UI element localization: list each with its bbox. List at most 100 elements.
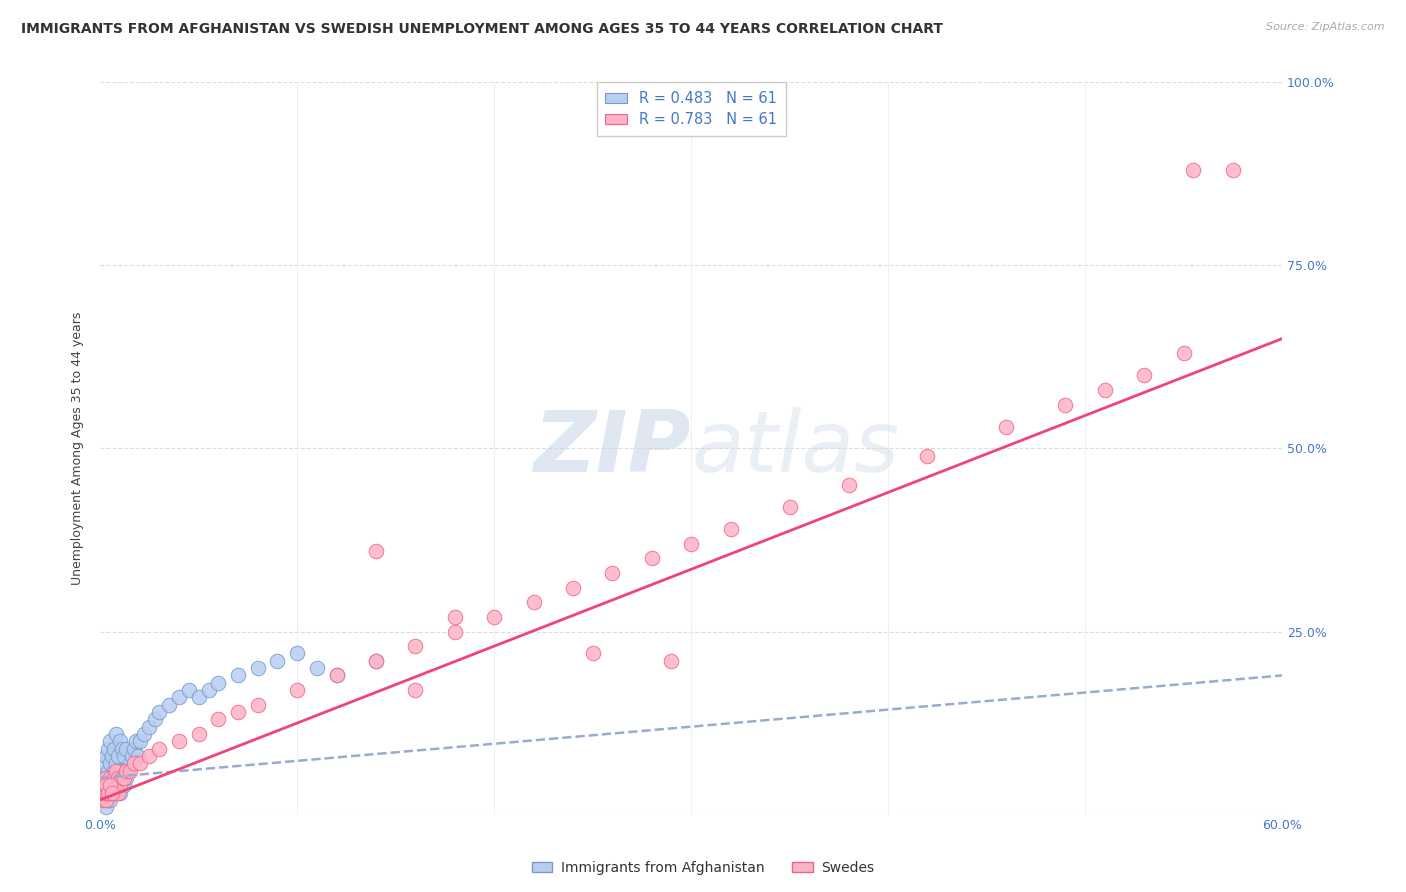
Point (305, 661, 328, 675)
Point (101, 749, 124, 764)
Point (97, 778, 120, 792)
Point (207, 712, 229, 726)
Point (148, 705, 170, 719)
Text: ZIP: ZIP (533, 407, 692, 490)
Point (98, 778, 121, 792)
Legend: Immigrants from Afghanistan, Swedes: Immigrants from Afghanistan, Swedes (526, 855, 880, 880)
Point (443, 610, 465, 624)
Point (226, 705, 249, 719)
Point (138, 720, 160, 734)
Point (97, 786, 120, 800)
Point (121, 749, 143, 764)
Point (602, 566, 624, 580)
Point (117, 764, 139, 778)
Point (103, 786, 125, 800)
Point (145, 712, 167, 726)
Point (94, 749, 117, 764)
Point (561, 581, 583, 595)
Point (118, 764, 141, 778)
Point (325, 668, 347, 682)
Point (128, 756, 150, 771)
Point (108, 734, 131, 748)
Text: Source: ZipAtlas.com: Source: ZipAtlas.com (1267, 22, 1385, 32)
Point (93, 778, 115, 792)
Point (101, 786, 124, 800)
Point (114, 764, 136, 778)
Point (443, 624, 465, 639)
Point (104, 727, 127, 741)
Point (124, 734, 146, 748)
Point (94, 793, 117, 807)
Point (97, 741, 120, 756)
Point (838, 478, 860, 492)
Point (1173, 346, 1195, 360)
Point (103, 786, 125, 800)
Point (128, 734, 150, 748)
Point (114, 741, 136, 756)
Point (681, 536, 703, 550)
Point (246, 698, 269, 712)
Point (132, 727, 155, 741)
Point (364, 654, 387, 668)
Point (103, 741, 125, 756)
Point (226, 668, 249, 682)
Point (995, 419, 1018, 434)
Point (917, 449, 939, 463)
Point (93, 786, 115, 800)
Point (93, 778, 115, 792)
Point (97, 786, 120, 800)
Point (107, 771, 129, 785)
Text: atlas: atlas (692, 407, 898, 490)
Point (93, 793, 115, 807)
Point (1182, 163, 1205, 178)
Point (187, 727, 209, 741)
Point (779, 500, 801, 514)
Point (98, 778, 121, 792)
Point (101, 771, 124, 785)
Point (111, 741, 134, 756)
Point (94, 771, 117, 785)
Point (101, 778, 124, 792)
Point (167, 690, 190, 705)
Point (197, 683, 219, 698)
Point (148, 741, 170, 756)
Point (167, 734, 190, 748)
Point (94, 800, 117, 814)
Point (1222, 163, 1244, 178)
Point (1054, 398, 1077, 412)
Point (98, 734, 121, 748)
Point (325, 668, 347, 682)
Point (122, 756, 145, 771)
Legend: R = 0.483   N = 61, R = 0.783   N = 61: R = 0.483 N = 61, R = 0.783 N = 61 (596, 82, 786, 136)
Point (1094, 383, 1116, 397)
Point (157, 698, 180, 712)
Point (91, 786, 114, 800)
Point (266, 654, 288, 668)
Point (108, 786, 131, 800)
Point (94, 771, 117, 785)
Point (246, 661, 269, 675)
Point (112, 771, 135, 785)
Point (187, 690, 209, 705)
Point (94, 786, 117, 800)
Point (127, 749, 149, 764)
Point (103, 771, 125, 785)
Point (104, 756, 127, 771)
Point (112, 778, 135, 792)
Point (122, 741, 145, 756)
Point (285, 647, 308, 661)
Point (97, 778, 120, 792)
Point (522, 595, 544, 609)
Point (641, 551, 664, 566)
Point (114, 771, 136, 785)
Point (404, 683, 426, 698)
Point (98, 771, 121, 785)
Point (118, 756, 141, 771)
Point (582, 647, 605, 661)
Point (104, 778, 127, 792)
Point (104, 778, 127, 792)
Point (138, 749, 160, 764)
Point (111, 771, 134, 785)
Point (177, 683, 200, 698)
Point (97, 764, 120, 778)
